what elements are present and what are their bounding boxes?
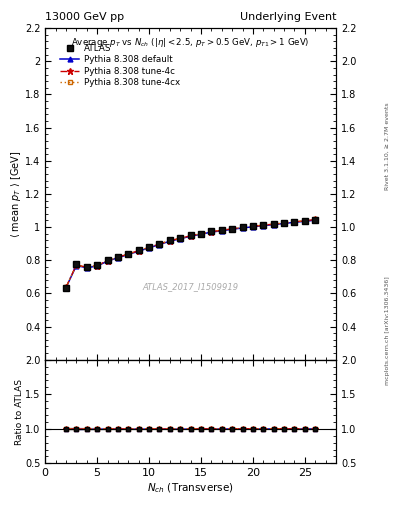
Y-axis label: $\langle$ mean $p_T$ $\rangle$ [GeV]: $\langle$ mean $p_T$ $\rangle$ [GeV] — [9, 150, 24, 238]
Text: Underlying Event: Underlying Event — [239, 11, 336, 22]
Text: Rivet 3.1.10, ≥ 2.7M events: Rivet 3.1.10, ≥ 2.7M events — [385, 102, 390, 190]
Y-axis label: Ratio to ATLAS: Ratio to ATLAS — [15, 378, 24, 444]
Text: 13000 GeV pp: 13000 GeV pp — [45, 11, 124, 22]
Text: mcplots.cern.ch [arXiv:1306.3436]: mcplots.cern.ch [arXiv:1306.3436] — [385, 276, 390, 385]
Legend: ATLAS, Pythia 8.308 default, Pythia 8.308 tune-4c, Pythia 8.308 tune-4cx: ATLAS, Pythia 8.308 default, Pythia 8.30… — [58, 42, 182, 89]
Text: Average $p_T$ vs $N_{ch}$ ($|\eta| < 2.5$, $p_T > 0.5$ GeV, $p_{T1} > 1$ GeV): Average $p_T$ vs $N_{ch}$ ($|\eta| < 2.5… — [72, 36, 310, 50]
X-axis label: $N_{ch}$ (Transverse): $N_{ch}$ (Transverse) — [147, 481, 234, 495]
Text: ATLAS_2017_I1509919: ATLAS_2017_I1509919 — [143, 282, 239, 291]
